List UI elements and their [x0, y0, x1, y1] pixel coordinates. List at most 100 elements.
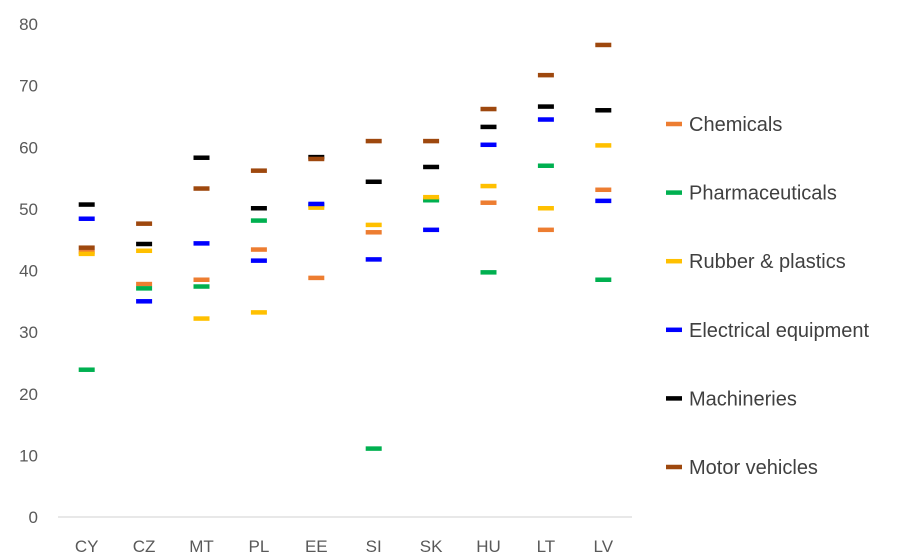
data-point: [537, 206, 554, 211]
data-point: [193, 241, 210, 246]
data-point: [365, 446, 382, 451]
legend-swatch: [666, 464, 682, 470]
legend-swatch: [666, 121, 682, 127]
data-point: [423, 197, 440, 203]
data-point: [78, 202, 95, 207]
data-point: [365, 257, 382, 262]
data-point: [78, 216, 95, 221]
data-point: [537, 163, 554, 168]
data-point: [480, 183, 497, 189]
data-point: [480, 106, 497, 112]
legend-swatch: [666, 327, 682, 333]
data-point: [595, 143, 612, 148]
data-point: [250, 206, 267, 211]
x-tick-label: EE: [305, 537, 328, 556]
legend-item: Chemicals: [666, 114, 782, 136]
data-point: [595, 108, 612, 113]
data-point: [423, 138, 440, 144]
series-chemicals: [78, 187, 612, 287]
legend-label: Chemicals: [689, 114, 782, 136]
data-point: [365, 230, 382, 235]
legend-item: Motor vehicles: [666, 457, 818, 479]
x-tick-label: SK: [420, 537, 443, 556]
legend-swatch: [666, 190, 682, 195]
legend-swatch: [666, 396, 682, 401]
data-point: [193, 155, 210, 160]
series-motor-vehicles: [78, 42, 612, 250]
legend: Chemicals Pharmaceuticals Rubber & plastic…: [666, 114, 870, 479]
data-point: [308, 201, 325, 207]
data-point: [193, 284, 210, 289]
data-point: [423, 164, 440, 170]
data-point: [595, 42, 612, 48]
data-point: [365, 138, 382, 144]
data-point: [136, 248, 153, 254]
data-point: [308, 156, 325, 162]
legend-label: Electrical equipment: [689, 320, 870, 342]
x-axis-ticks: CY CZ MT PL EE SI SK HU LT LV: [75, 537, 614, 556]
data-point: [193, 277, 210, 282]
data-point: [365, 222, 382, 228]
legend-item: Machineries: [666, 388, 797, 410]
data-point: [250, 258, 267, 263]
series-rubber-plastics: [78, 143, 612, 321]
data-point: [423, 194, 440, 200]
data-point: [480, 200, 497, 205]
data-point: [595, 277, 612, 282]
data-point: [595, 198, 612, 204]
data-point: [250, 247, 267, 252]
data-point: [78, 251, 95, 257]
legend-swatch: [666, 258, 682, 264]
data-point: [136, 241, 153, 247]
data-point: [537, 104, 554, 109]
data-point: [250, 310, 267, 315]
x-tick-label: SI: [366, 537, 382, 556]
legend-item: Rubber & plastics: [666, 251, 846, 273]
x-tick-label: CZ: [133, 537, 156, 556]
data-point: [308, 205, 325, 210]
data-point: [537, 227, 554, 233]
legend-label: Pharmaceuticals: [689, 183, 837, 205]
y-tick-label: 40: [19, 262, 38, 281]
data-point: [193, 186, 210, 191]
y-tick-label: 0: [29, 508, 38, 527]
legend-item: Pharmaceuticals: [666, 183, 837, 205]
x-tick-label: LV: [594, 537, 614, 556]
data-point: [78, 245, 95, 250]
x-tick-label: CY: [75, 537, 99, 556]
y-tick-label: 80: [19, 15, 38, 34]
y-tick-label: 10: [19, 446, 38, 465]
y-tick-label: 60: [19, 138, 38, 157]
data-point: [537, 117, 554, 122]
y-tick-label: 50: [19, 200, 38, 219]
data-point: [480, 270, 497, 275]
x-tick-label: PL: [249, 537, 270, 556]
data-point: [193, 316, 210, 321]
data-point: [595, 187, 612, 193]
data-point: [250, 218, 267, 223]
data-point: [136, 286, 153, 291]
y-tick-label: 70: [19, 77, 38, 96]
data-point: [480, 142, 497, 148]
x-tick-label: LT: [537, 537, 556, 556]
x-tick-label: HU: [476, 537, 501, 556]
data-point: [423, 227, 440, 233]
data-point: [365, 179, 382, 185]
plot-area: [78, 42, 612, 451]
x-tick-label: MT: [189, 537, 214, 556]
data-point: [250, 168, 267, 173]
data-point: [136, 299, 153, 304]
data-point: [136, 281, 153, 287]
y-tick-label: 20: [19, 385, 38, 404]
data-point: [308, 275, 325, 281]
data-point: [480, 124, 497, 130]
series-pharmaceuticals: [78, 163, 612, 451]
series-electrical-equipment: [78, 117, 612, 304]
series-machineries: [78, 104, 612, 247]
data-point: [537, 72, 554, 78]
data-point: [78, 367, 95, 372]
y-tick-label: 30: [19, 323, 38, 342]
y-axis-ticks: 0 10 20 30 40 50 60 70 80: [19, 15, 38, 527]
data-point: [136, 221, 153, 226]
